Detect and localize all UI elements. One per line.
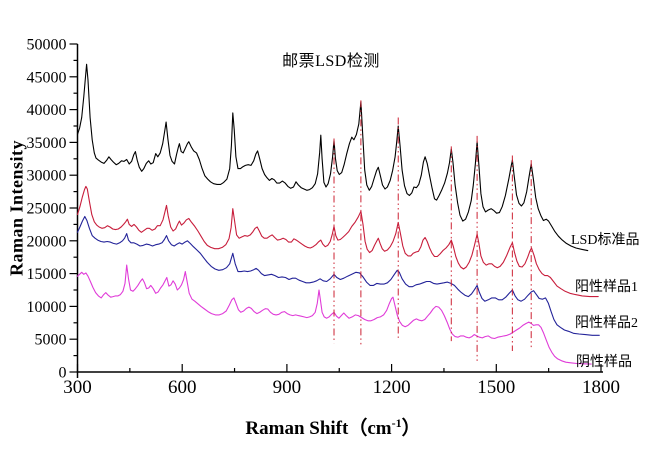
x-axis-label-text: Raman Shift（cm <box>245 418 392 439</box>
series-label-positive-sample-1: 阳性样品1 <box>575 280 638 295</box>
y-tick-label: 35000 <box>27 135 67 152</box>
y-tick-label: 15000 <box>27 266 67 283</box>
series-line-3 <box>76 264 592 365</box>
y-axis-label: Raman Intensity <box>6 139 27 277</box>
chart-title: 邮票LSD检测 <box>282 53 380 70</box>
series-line-1 <box>76 185 599 298</box>
y-tick-label: 5000 <box>35 332 67 349</box>
series-line-2 <box>76 215 600 336</box>
x-tick-label: 1500 <box>477 377 515 398</box>
series-label-negative-sample: 阴性样品 <box>576 355 632 370</box>
y-tick-label: 30000 <box>27 168 67 185</box>
series-line-0 <box>76 63 589 252</box>
x-axis-label: Raman Shift（cm-1） <box>78 413 588 440</box>
y-tick-label: 45000 <box>27 69 67 86</box>
x-tick-label: 600 <box>168 377 197 398</box>
x-tick-label: 1800 <box>582 377 620 398</box>
y-tick-label: 40000 <box>27 102 67 119</box>
x-axis-label-superscript: -1 <box>391 416 402 430</box>
series-label-positive-sample-2: 阳性样品2 <box>575 316 638 331</box>
x-tick-label: 1200 <box>373 377 411 398</box>
y-tick-label: 0 <box>59 365 67 382</box>
x-tick-label: 900 <box>273 377 302 398</box>
y-tick-label: 25000 <box>27 201 67 218</box>
series-label-lsd-standard: LSD标准品 <box>571 233 640 248</box>
y-tick-label: 50000 <box>27 37 67 54</box>
y-tick-label: 10000 <box>27 299 67 316</box>
x-axis-label-close-paren: ） <box>401 418 421 439</box>
y-tick-label: 20000 <box>27 233 67 250</box>
x-tick-label: 300 <box>63 377 92 398</box>
